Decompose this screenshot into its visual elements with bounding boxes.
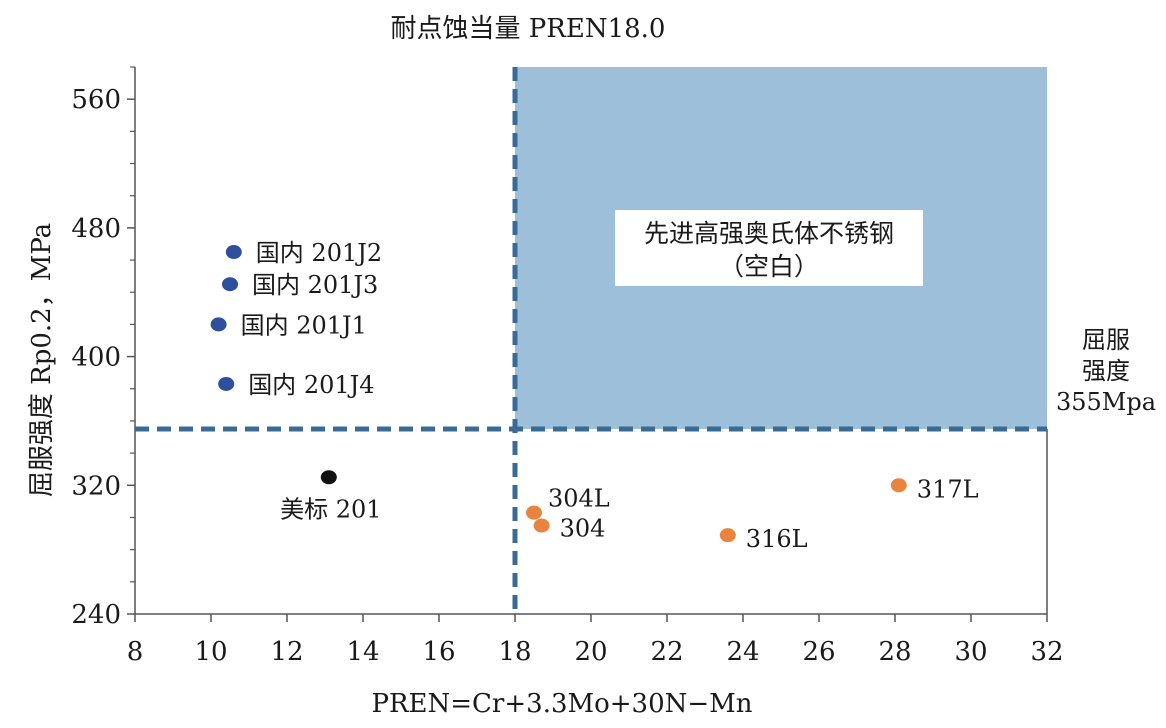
threshold-layer (135, 67, 1047, 614)
y-tick-label: 320 (71, 471, 121, 501)
data-point-label: 国内 201J2 (256, 239, 382, 267)
region-layer (515, 67, 1047, 429)
y-tick-label: 560 (71, 85, 121, 115)
x-tick-label: 16 (422, 637, 455, 667)
x-tick-label: 32 (1030, 637, 1063, 667)
data-point-austenitic (526, 505, 542, 520)
data-point-label: 美标 201 (280, 495, 381, 523)
x-tick-label: 20 (574, 637, 607, 667)
region-label-line: （空白） (719, 252, 819, 281)
text-layer: 耐点蚀当量 PREN18.0 PREN=Cr+3.3Mo+30N−Mn 屈服强度… (27, 14, 1156, 719)
data-point-domestic (225, 245, 242, 260)
y-tick-label: 400 (71, 343, 121, 373)
data-point-label: 304L (548, 485, 610, 513)
x-tick-label: 24 (726, 637, 759, 667)
y-tick-label: 240 (71, 600, 121, 630)
data-point-label: 国内 201J3 (252, 271, 378, 299)
data-point-label: 国内 201J1 (241, 311, 367, 339)
data-point-label: 317L (917, 475, 979, 503)
chart-title: 耐点蚀当量 PREN18.0 (391, 14, 666, 44)
y-axis-title: 屈服强度 Rp0.2，MPa (27, 223, 57, 497)
x-tick-label: 30 (954, 637, 987, 667)
x-tick-label: 14 (346, 637, 379, 667)
data-point-label: 304 (560, 515, 606, 543)
data-point-austenitic (719, 528, 736, 543)
data-point-domestic (210, 317, 227, 332)
x-tick-label: 8 (127, 637, 144, 667)
data-point-austenitic (890, 478, 907, 493)
x-axis-title: PREN=Cr+3.3Mo+30N−Mn (371, 689, 752, 719)
region-label-line: 先进高强奥氏体不锈钢 (644, 219, 894, 248)
yield-threshold-label: 强度 (1082, 357, 1130, 385)
region-label-box (615, 210, 923, 286)
data-point-label: 国内 201J4 (248, 371, 374, 399)
x-tick-label: 28 (878, 637, 911, 667)
points-layer (210, 245, 907, 543)
y-tick-label: 480 (71, 214, 121, 244)
x-tick-label: 10 (194, 637, 227, 667)
axes-layer (127, 66, 1048, 622)
data-point-domestic (222, 277, 238, 292)
x-tick-label: 18 (498, 637, 531, 667)
x-tick-label: 22 (650, 637, 683, 667)
data-point-austenitic (533, 518, 550, 533)
x-tick-label: 26 (802, 637, 835, 667)
data-point-domestic (218, 376, 235, 391)
data-point-label: 316L (746, 525, 808, 553)
yield-threshold-label: 屈服 (1082, 326, 1130, 354)
yield-threshold-label: 355Mpa (1056, 388, 1156, 416)
x-tick-label: 12 (270, 637, 303, 667)
data-point-us (320, 470, 337, 485)
